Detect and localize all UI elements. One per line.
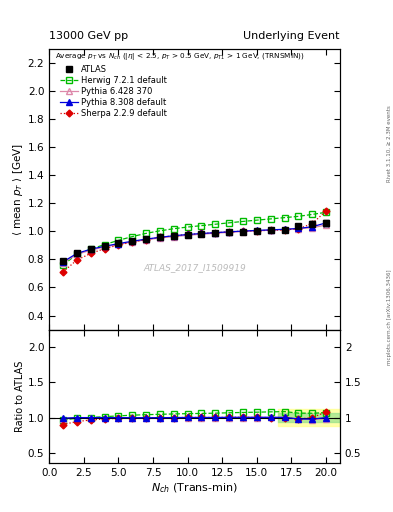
- Text: mcplots.cern.ch [arXiv:1306.3436]: mcplots.cern.ch [arXiv:1306.3436]: [387, 270, 392, 365]
- Y-axis label: Ratio to ATLAS: Ratio to ATLAS: [15, 361, 25, 432]
- Text: ATLAS_2017_I1509919: ATLAS_2017_I1509919: [143, 263, 246, 272]
- Text: Rivet 3.1.10, ≥ 2.3M events: Rivet 3.1.10, ≥ 2.3M events: [387, 105, 392, 182]
- Text: 13000 GeV pp: 13000 GeV pp: [49, 31, 128, 41]
- Text: Underlying Event: Underlying Event: [243, 31, 340, 41]
- Legend: ATLAS, Herwig 7.2.1 default, Pythia 6.428 370, Pythia 8.308 default, Sherpa 2.2.: ATLAS, Herwig 7.2.1 default, Pythia 6.42…: [56, 61, 171, 121]
- Text: Average $p_T$ vs $N_{ch}$ ($|\eta|$ < 2.5, $p_T$ > 0.5 GeV, $p_{T1}$ > 1 GeV, (T: Average $p_T$ vs $N_{ch}$ ($|\eta|$ < 2.…: [55, 51, 305, 62]
- Y-axis label: $\langle$ mean $p_T$ $\rangle$ [GeV]: $\langle$ mean $p_T$ $\rangle$ [GeV]: [11, 143, 25, 236]
- X-axis label: $N_{ch}$ (Trans-min): $N_{ch}$ (Trans-min): [151, 481, 238, 495]
